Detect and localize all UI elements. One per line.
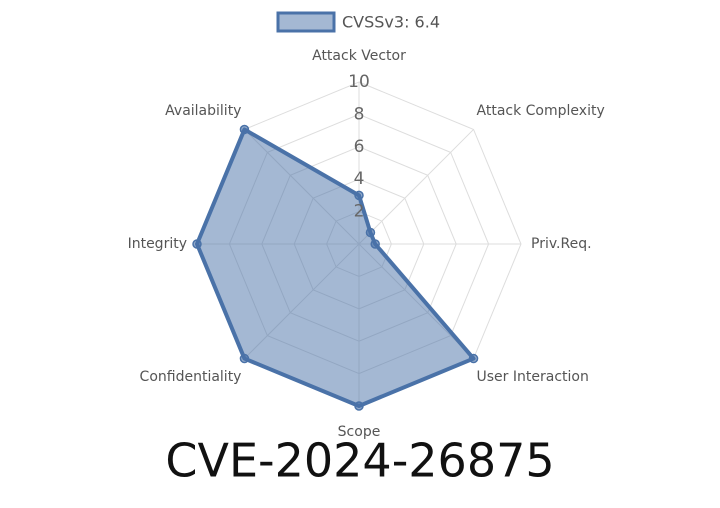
chart-title: CVE-2024-26875 bbox=[165, 434, 554, 488]
r-tick-label: 8 bbox=[354, 104, 365, 124]
axis-label: Attack Complexity bbox=[477, 103, 605, 119]
r-tick-label: 6 bbox=[354, 137, 365, 157]
radar-point bbox=[192, 239, 202, 249]
axis-label: Priv.Req. bbox=[531, 236, 592, 252]
axis-label: Confidentiality bbox=[140, 369, 242, 385]
r-tick-label: 2 bbox=[354, 202, 365, 222]
r-tick-label: 10 bbox=[348, 72, 370, 92]
radar-point bbox=[239, 124, 250, 135]
radar-point bbox=[239, 353, 250, 364]
radar-point bbox=[468, 353, 479, 364]
r-tick-label: 4 bbox=[354, 169, 365, 189]
grid-spoke bbox=[358, 129, 474, 245]
legend-label: CVSSv3: 6.4 bbox=[342, 13, 440, 32]
axis-label: Scope bbox=[338, 424, 381, 440]
radar-point bbox=[370, 239, 380, 249]
radar-point bbox=[354, 190, 364, 201]
axis-label: User Interaction bbox=[477, 369, 589, 385]
radar-point bbox=[354, 401, 364, 411]
legend-swatch bbox=[276, 11, 336, 33]
radar-point bbox=[365, 227, 376, 238]
axis-label: Integrity bbox=[128, 236, 187, 252]
axis-label: Attack Vector bbox=[312, 48, 406, 64]
axis-label: Availability bbox=[165, 103, 241, 119]
